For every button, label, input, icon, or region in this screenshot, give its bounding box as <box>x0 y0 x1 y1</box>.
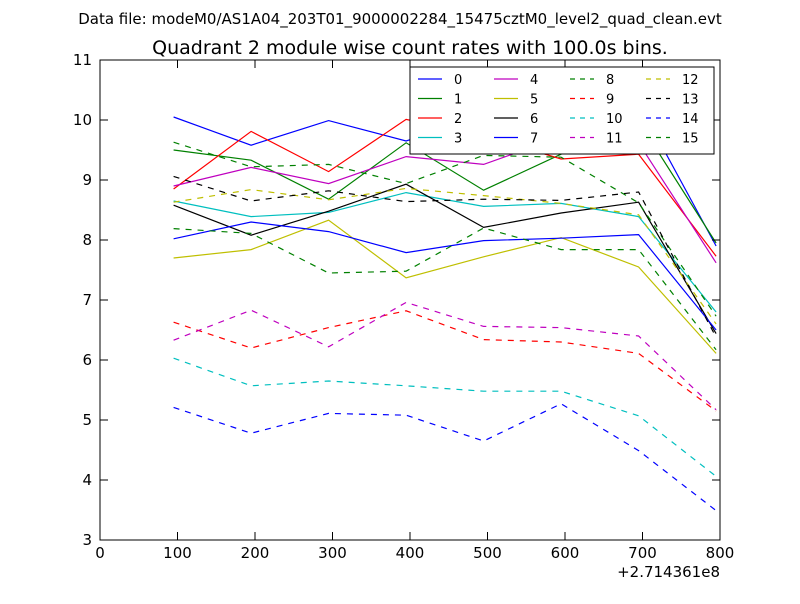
series-line-13 <box>173 175 717 338</box>
legend-label-7: 7 <box>530 132 538 147</box>
x-axis-offset-label: +2.714361e8 <box>617 563 720 581</box>
legend-label-2: 2 <box>454 112 462 127</box>
x-tick-label: 600 <box>551 544 580 562</box>
series-line-14 <box>173 403 717 512</box>
legend-label-4: 4 <box>530 73 538 88</box>
legend-label-13: 13 <box>682 93 699 108</box>
series-line-6 <box>173 183 717 334</box>
x-tick-label: 800 <box>706 544 735 562</box>
legend-label-15: 15 <box>682 132 699 147</box>
x-tick-label: 700 <box>628 544 657 562</box>
chart-title: Quadrant 2 module wise count rates with … <box>152 37 668 59</box>
x-tick-label: 300 <box>318 544 347 562</box>
x-tick-label: 500 <box>473 544 502 562</box>
series-line-3 <box>173 191 717 313</box>
legend-label-8: 8 <box>606 73 614 88</box>
legend-label-6: 6 <box>530 112 538 127</box>
x-tick-label: 100 <box>163 544 192 562</box>
legend-label-5: 5 <box>530 93 538 108</box>
series-line-7 <box>173 221 717 331</box>
y-tick-label: 11 <box>73 51 92 69</box>
y-tick-label: 6 <box>82 351 92 369</box>
series-lines <box>173 102 717 512</box>
legend-label-1: 1 <box>454 93 462 108</box>
x-tick-label: 0 <box>95 544 105 562</box>
x-tick-label: 400 <box>396 544 425 562</box>
legend-label-0: 0 <box>454 73 462 88</box>
y-tick-label: 8 <box>82 231 92 249</box>
legend-label-10: 10 <box>606 112 623 127</box>
x-tick-label: 200 <box>241 544 270 562</box>
series-line-11 <box>173 301 717 411</box>
series-line-9 <box>173 310 717 412</box>
y-tick-label: 9 <box>82 171 92 189</box>
y-tick-label: 10 <box>73 111 92 129</box>
series-line-8 <box>173 141 717 317</box>
legend-label-3: 3 <box>454 132 462 147</box>
y-tick-label: 7 <box>82 291 92 309</box>
legend-label-12: 12 <box>682 73 699 88</box>
series-line-12 <box>173 187 717 325</box>
y-tick-label: 5 <box>82 411 92 429</box>
y-tick-label: 3 <box>82 531 92 549</box>
figure-suptitle: Data file: modeM0/AS1A04_203T01_90000022… <box>78 10 722 29</box>
legend-label-9: 9 <box>606 93 614 108</box>
legend-box <box>409 66 715 155</box>
legend-label-11: 11 <box>606 132 623 147</box>
legend-label-14: 14 <box>682 112 699 127</box>
series-line-10 <box>173 357 717 477</box>
y-tick-label: 4 <box>82 471 92 489</box>
series-line-5 <box>173 219 717 354</box>
